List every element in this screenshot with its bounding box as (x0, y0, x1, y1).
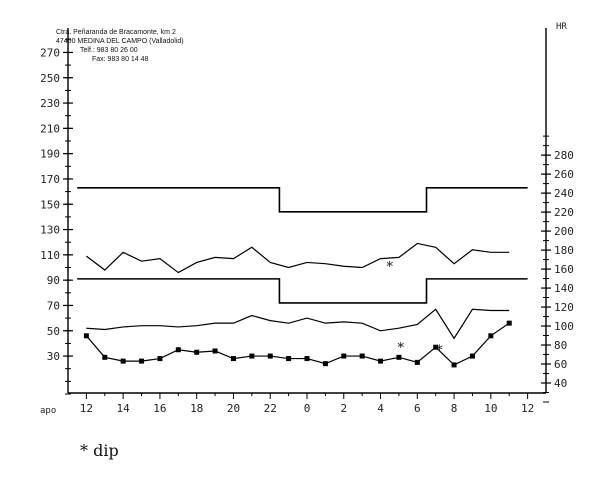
right-tick-label: 240 (554, 187, 574, 200)
x-tick-label: 6 (414, 402, 421, 415)
left-tick-label: 30 (47, 350, 60, 363)
chart-header: Ctra. Peñaranda de Bracamonte, km 2 4740… (56, 29, 184, 63)
series-3-point (120, 358, 126, 364)
left-tick-label: 250 (40, 72, 60, 85)
right-axis-title: HR (556, 22, 567, 32)
series-3-point (378, 358, 384, 364)
x-axis-corner-label: apo (40, 406, 56, 416)
header-line-4: Fax: 983 80 14 48 (92, 56, 149, 63)
dip-annotation: * (386, 260, 393, 275)
left-tick-label: 130 (40, 224, 60, 237)
x-tick-label: 0 (304, 402, 311, 415)
right-tick-label: 140 (554, 282, 574, 295)
right-tick-label: 40 (554, 377, 567, 390)
left-tick-label: 90 (47, 274, 60, 287)
series-3-point (194, 349, 200, 355)
x-tick-label: 12 (80, 402, 93, 415)
series-line-3 (85, 322, 510, 366)
series-3-point (304, 356, 310, 362)
left-tick-label: 230 (40, 97, 60, 110)
right-tick-label: 160 (554, 263, 574, 276)
right-tick-label: 260 (554, 168, 574, 181)
left-tick-label: 190 (40, 148, 60, 161)
series-line-1 (86, 242, 510, 274)
header-line-1: Ctra. Peñaranda de Bracamonte, km 2 (56, 29, 176, 36)
x-tick-label: 2 (340, 402, 347, 415)
series-line-2 (86, 308, 510, 340)
left-tick-label: 110 (40, 249, 60, 262)
series-3-point (469, 353, 475, 359)
series-3-point (83, 333, 89, 339)
series-3-point (488, 333, 494, 339)
series-3-point (102, 354, 108, 360)
series-3-point (230, 356, 236, 362)
series-3-point (212, 348, 218, 354)
x-tick-label: 22 (264, 402, 277, 415)
right-tick-label: 120 (554, 301, 574, 314)
series-3-point (139, 358, 145, 364)
dip-annotation: * (436, 344, 443, 359)
right-tick-label: 100 (554, 320, 574, 333)
threshold-line-1 (77, 187, 528, 213)
header-line-2: 47400 MEDINA DEL CAMPO (Valladolid) (56, 38, 184, 45)
left-tick-label: 150 (40, 198, 60, 211)
left-tick-label: 270 (40, 46, 60, 59)
series-3-point (341, 353, 347, 359)
footnote-dip: * dip (80, 441, 119, 460)
series-3-point (396, 354, 402, 360)
x-tick-label: 16 (153, 402, 166, 415)
left-tick-label: 70 (47, 299, 60, 312)
right-tick-label: 80 (554, 339, 567, 352)
right-tick-label: 60 (554, 358, 567, 371)
series-3-point (433, 344, 439, 350)
x-tick-label: 14 (117, 402, 131, 415)
series-3-point (359, 353, 365, 359)
right-tick-label: 200 (554, 225, 574, 238)
series-3-point (414, 359, 420, 365)
x-tick-label: 10 (484, 402, 497, 415)
series-3-point (451, 362, 457, 368)
series-3-point (322, 361, 328, 367)
dip-annotation: * (398, 341, 405, 356)
series-3-point (157, 356, 163, 362)
header-line-3: Telf.: 983 80 26 00 (80, 47, 138, 54)
plot-area: 2702502302101901701501301109070503028026… (40, 22, 574, 416)
right-tick-label: 220 (554, 206, 574, 219)
series-3-point (286, 356, 292, 362)
series-3-point (175, 347, 181, 353)
x-tick-label: 20 (227, 402, 240, 415)
left-tick-label: 50 (47, 325, 60, 338)
series-3-point (506, 320, 512, 326)
series-3-point (249, 353, 255, 359)
right-tick-label: 180 (554, 244, 574, 257)
x-tick-label: 4 (377, 402, 384, 415)
x-tick-label: 12 (521, 402, 534, 415)
left-tick-label: 210 (40, 122, 60, 135)
threshold-line-2 (77, 278, 528, 304)
x-tick-label: 8 (451, 402, 458, 415)
series-3-point (267, 353, 273, 359)
x-tick-label: 18 (190, 402, 203, 415)
left-tick-label: 170 (40, 173, 60, 186)
right-tick-label: 280 (554, 149, 574, 162)
